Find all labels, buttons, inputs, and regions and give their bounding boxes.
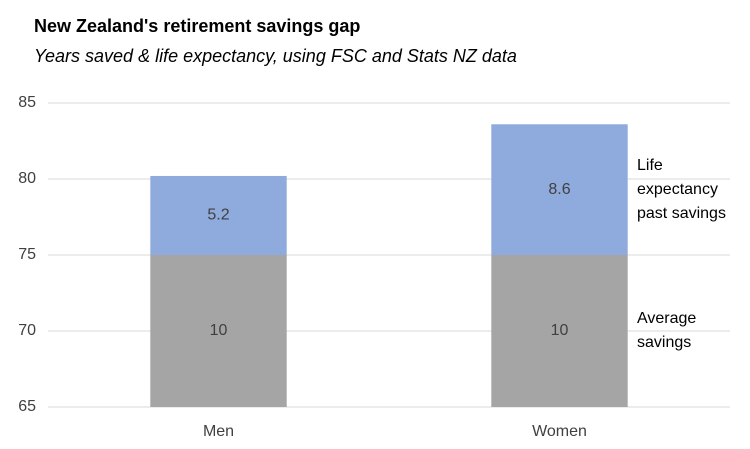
chart-title: New Zealand's retirement savings gap xyxy=(34,16,360,36)
y-tick-label: 80 xyxy=(18,170,36,187)
legend-label: Life expectancy past savings xyxy=(637,156,726,222)
bar-segment xyxy=(491,124,628,255)
legend-label: Average savings xyxy=(637,310,697,351)
y-tick-label: 65 xyxy=(18,398,36,415)
chart-subtitle: Years saved & life expectancy, using FSC… xyxy=(34,46,517,66)
data-label: 10 xyxy=(210,322,228,339)
x-tick-label: Men xyxy=(203,423,234,440)
y-tick-label: 85 xyxy=(18,94,36,111)
bar-segment xyxy=(491,255,628,407)
data-label: 10 xyxy=(551,322,569,339)
bar-segment xyxy=(150,175,287,255)
x-tick-label: Women xyxy=(532,423,587,440)
y-tick-label: 75 xyxy=(18,246,36,263)
bar-segment xyxy=(150,255,287,407)
data-label: 8.6 xyxy=(548,181,570,198)
y-tick-label: 70 xyxy=(18,322,36,339)
data-label: 5.2 xyxy=(207,207,229,224)
